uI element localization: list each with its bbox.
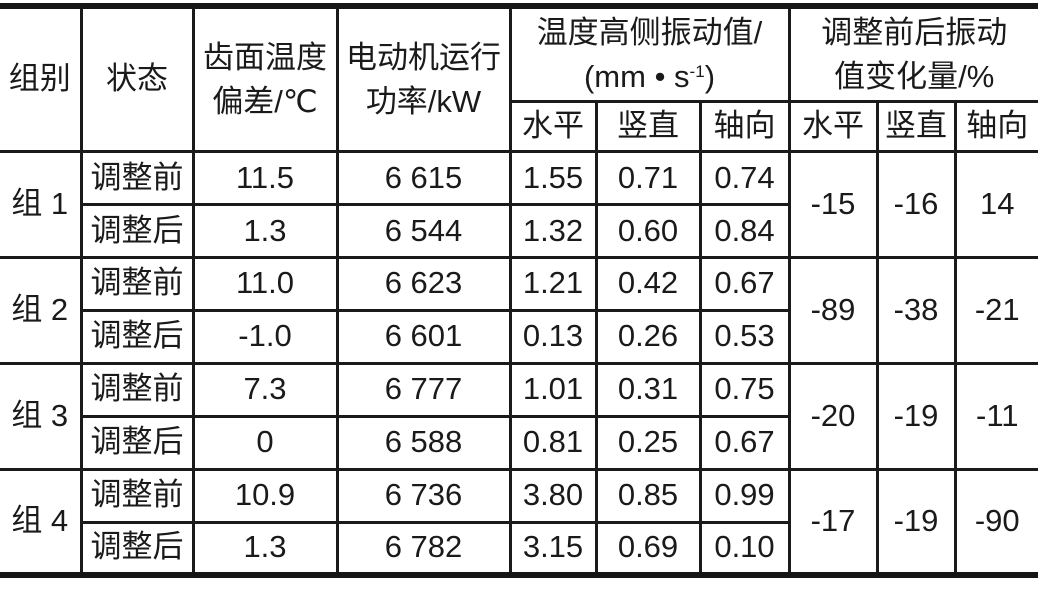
header-change-line2: 值变化量/% <box>834 58 995 94</box>
temp-cell: 1.3 <box>191 520 339 577</box>
header-vibration-title: 温度高侧振动值/ <box>536 14 763 50</box>
power-cell: 6 623 <box>335 255 512 312</box>
vib-a-cell: 0.84 <box>698 202 791 259</box>
change-a-cell: -11 <box>953 361 1038 471</box>
power-cell: 6 615 <box>335 150 512 206</box>
power-cell: 6 588 <box>335 414 512 471</box>
group-cell: 组 1 <box>0 150 83 259</box>
header-status-column: 状态 <box>79 4 195 154</box>
table-row: 组 4 调整前 10.9 6 736 3.80 0.85 0.99 -17 -1… <box>0 467 1038 577</box>
vib-v-cell: 0.71 <box>594 150 702 206</box>
group-cell: 组 2 <box>0 255 83 365</box>
change-a-cell: -21 <box>953 255 1038 365</box>
power-cell: 6 601 <box>335 308 512 365</box>
status-cell: 调整前 <box>79 255 195 312</box>
header-temp-line1: 齿面温度 <box>203 39 327 75</box>
temp-cell: 1.3 <box>191 202 339 259</box>
header-change-vertical: 竖直 <box>875 100 957 154</box>
vib-v-cell: 0.42 <box>594 255 702 312</box>
header-row-subcolumns: 水平 竖直 轴向 水平 竖直 轴向 <box>0 100 1038 154</box>
group-cell: 组 4 <box>0 467 83 577</box>
power-cell: 6 544 <box>335 202 512 259</box>
status-cell: 调整后 <box>79 308 195 365</box>
header-group-column: 组别 <box>0 4 83 154</box>
unit-superscript: -1 <box>689 62 705 82</box>
unit-suffix: ) <box>704 58 716 94</box>
unit-prefix: (mm • s <box>583 58 690 94</box>
vib-h-cell: 1.21 <box>508 255 598 312</box>
vib-v-cell: 0.85 <box>594 467 702 524</box>
group-cell: 组 3 <box>0 361 83 471</box>
header-change-horizontal: 水平 <box>787 100 879 154</box>
vibration-results-table: 组别 状态 齿面温度 偏差/℃ 电动机运行 功率/kW 温度高侧振动值/ (mm… <box>0 3 1038 578</box>
vib-v-cell: 0.69 <box>594 520 702 577</box>
header-change-axial: 轴向 <box>953 100 1038 154</box>
header-vibration-unit: (mm • s-1) <box>513 55 786 99</box>
change-h-cell: -15 <box>787 150 879 259</box>
header-temp-deviation-column: 齿面温度 偏差/℃ <box>191 4 339 154</box>
temp-cell: -1.0 <box>191 308 339 365</box>
vib-h-cell: 0.13 <box>508 308 598 365</box>
vib-v-cell: 0.60 <box>594 202 702 259</box>
header-row-groups: 组别 状态 齿面温度 偏差/℃ 电动机运行 功率/kW 温度高侧振动值/ (mm… <box>0 4 1038 154</box>
change-v-cell: -38 <box>875 255 957 365</box>
vib-v-cell: 0.25 <box>594 414 702 471</box>
vib-h-cell: 3.15 <box>508 520 598 577</box>
status-cell: 调整前 <box>79 467 195 524</box>
change-a-cell: -90 <box>953 467 1038 577</box>
header-power-line2: 功率/kW <box>365 83 482 119</box>
power-cell: 6 736 <box>335 467 512 524</box>
vib-a-cell: 0.67 <box>698 255 791 312</box>
temp-cell: 10.9 <box>191 467 339 524</box>
change-v-cell: -16 <box>875 150 957 259</box>
change-v-cell: -19 <box>875 361 957 471</box>
vib-a-cell: 0.67 <box>698 414 791 471</box>
status-cell: 调整后 <box>79 414 195 471</box>
temp-cell: 11.0 <box>191 255 339 312</box>
header-vib-vertical: 竖直 <box>594 100 702 154</box>
status-cell: 调整后 <box>79 202 195 259</box>
status-cell: 调整前 <box>79 150 195 206</box>
temp-cell: 7.3 <box>191 361 339 418</box>
change-v-cell: -19 <box>875 467 957 577</box>
table-row: 组 1 调整前 11.5 6 615 1.55 0.71 0.74 -15 -1… <box>0 150 1038 259</box>
header-power-line1: 电动机运行 <box>346 39 501 75</box>
vib-h-cell: 3.80 <box>508 467 598 524</box>
vib-a-cell: 0.53 <box>698 308 791 365</box>
vib-a-cell: 0.99 <box>698 467 791 524</box>
change-a-cell: 14 <box>953 150 1038 259</box>
change-h-cell: -17 <box>787 467 879 577</box>
power-cell: 6 777 <box>335 361 512 418</box>
vib-a-cell: 0.74 <box>698 150 791 206</box>
change-h-cell: -20 <box>787 361 879 471</box>
table-row: 调整后 1.3 6 544 1.32 0.60 0.84 <box>0 202 1038 259</box>
status-cell: 调整后 <box>79 520 195 577</box>
vib-h-cell: 1.01 <box>508 361 598 418</box>
header-change-group: 调整前后振动 值变化量/% <box>787 4 1038 104</box>
vib-h-cell: 0.81 <box>508 414 598 471</box>
header-change-line1: 调整前后振动 <box>821 14 1008 50</box>
header-vibration-value-group: 温度高侧振动值/ (mm • s-1) <box>508 4 791 104</box>
header-motor-power-column: 电动机运行 功率/kW <box>335 4 512 154</box>
header-vib-axial: 轴向 <box>698 100 791 154</box>
vib-v-cell: 0.26 <box>594 308 702 365</box>
table-row: 调整后 1.3 6 782 3.15 0.69 0.10 <box>0 520 1038 577</box>
vib-h-cell: 1.32 <box>508 202 598 259</box>
temp-cell: 0 <box>191 414 339 471</box>
vib-h-cell: 1.55 <box>508 150 598 206</box>
table-row: 组 3 调整前 7.3 6 777 1.01 0.31 0.75 -20 -19… <box>0 361 1038 471</box>
table-row: 组 2 调整前 11.0 6 623 1.21 0.42 0.67 -89 -3… <box>0 255 1038 365</box>
power-cell: 6 782 <box>335 520 512 577</box>
status-cell: 调整前 <box>79 361 195 418</box>
vib-a-cell: 0.10 <box>698 520 791 577</box>
table-row: 调整后 -1.0 6 601 0.13 0.26 0.53 <box>0 308 1038 365</box>
vib-v-cell: 0.31 <box>594 361 702 418</box>
header-vib-horizontal: 水平 <box>508 100 598 154</box>
vib-a-cell: 0.75 <box>698 361 791 418</box>
header-temp-line2: 偏差/℃ <box>212 83 318 119</box>
table-row: 调整后 0 6 588 0.81 0.25 0.67 <box>0 414 1038 471</box>
change-h-cell: -89 <box>787 255 879 365</box>
temp-cell: 11.5 <box>191 150 339 206</box>
